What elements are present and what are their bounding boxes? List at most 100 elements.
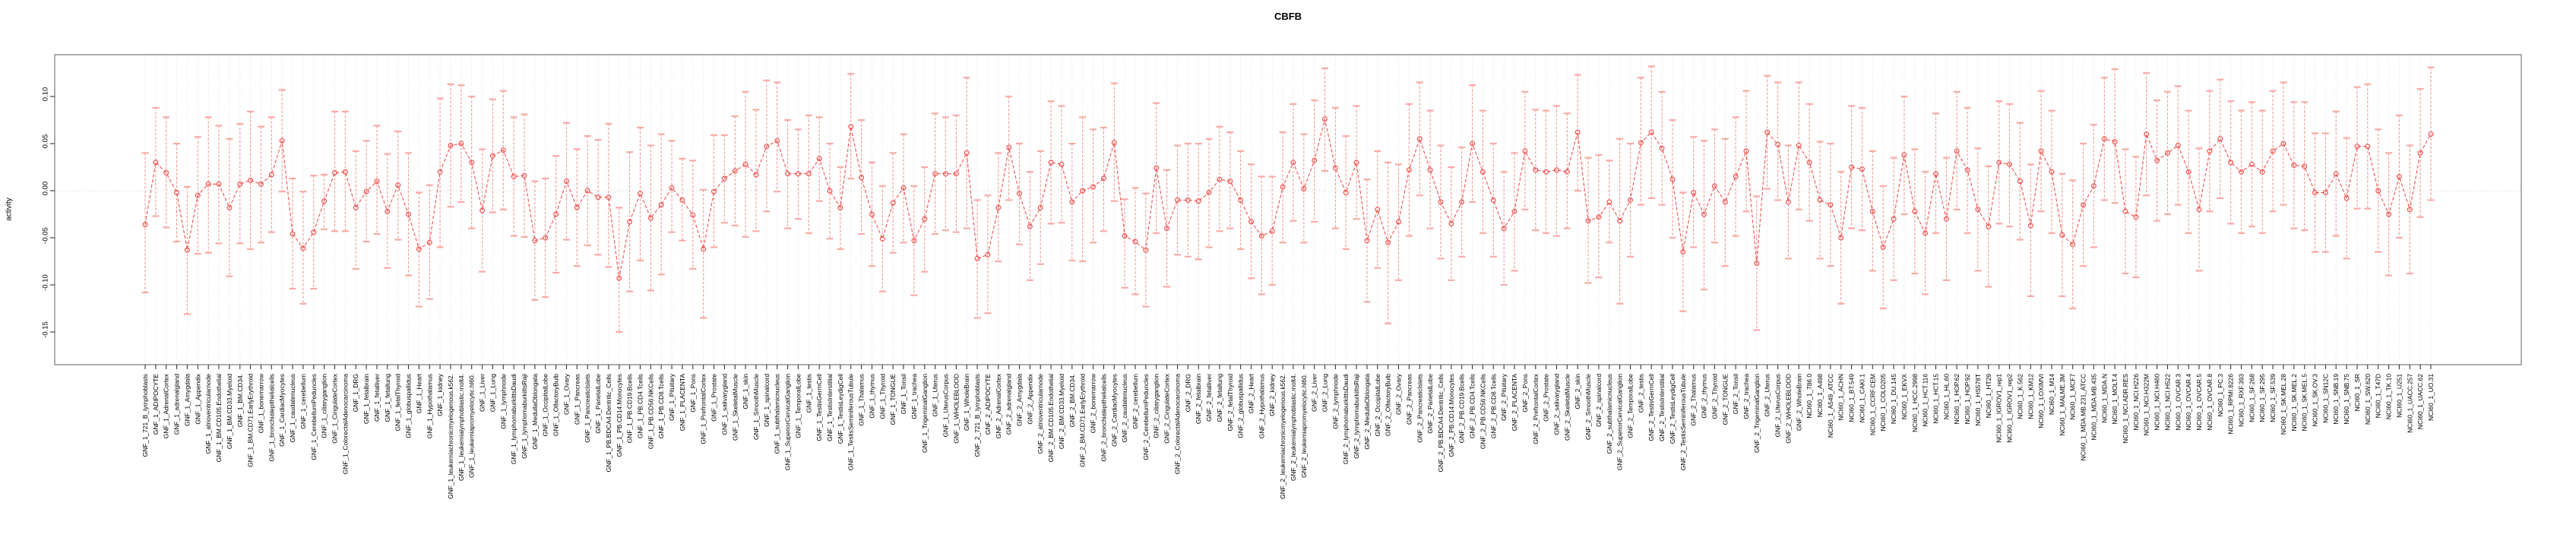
x-tick-label: GNF_2_AdrenalCortex bbox=[995, 373, 1002, 438]
x-tick-label: NCI60_1_HCC.2998 bbox=[1911, 374, 1919, 432]
x-tick-label: GNF_1_SmoothMuscle bbox=[752, 374, 760, 440]
x-tick-label: GNF_1_cerebellum bbox=[299, 374, 307, 429]
x-tick-label: GNF_1_fetalliver bbox=[373, 374, 381, 422]
x-tick-label: GNF_1_PB.BDCA4.Dentritic_Cells bbox=[605, 374, 612, 472]
x-tick-label: GNF_1_leukemialymphoblastic.molt4. bbox=[457, 374, 465, 481]
x-tick-label: NCI60_1_NCI.H322M bbox=[2143, 374, 2150, 435]
x-tick-label: GNF_1_Pituitary bbox=[668, 373, 676, 421]
x-tick-label: GNF_1_TestisGermCell bbox=[815, 374, 823, 441]
x-tick-label: NCI60_1_SF.295 bbox=[2258, 374, 2266, 422]
x-tick-label: NCI60_1_786.0 bbox=[1805, 374, 1813, 419]
x-tick-label: GNF_2_Pons bbox=[1521, 374, 1529, 413]
x-tick-label: GNF_2_SkeletalMuscle bbox=[1563, 374, 1571, 441]
x-tick-label: NCI60_1_DU.145 bbox=[1890, 374, 1897, 424]
x-tick-label: NCI60_1_NCI.H522 bbox=[2164, 374, 2172, 431]
x-tick-label: GNF_1_fetalThyroid bbox=[394, 374, 402, 432]
x-tick-label: GNF_1_PLACENTA bbox=[679, 374, 686, 432]
x-tick-label: NCI60_1_NCI.ADR.RES bbox=[2122, 374, 2129, 444]
x-tick-label: NCI60_1_OVCAR.4 bbox=[2185, 374, 2192, 431]
x-tick-label: GNF_1_OlfactoryBulb bbox=[552, 374, 560, 436]
x-tick-label: NCI60_1_MCF7 bbox=[2069, 374, 2077, 420]
x-tick-label: GNF_1_TestisSeminiferousTubule bbox=[847, 374, 855, 471]
x-tick-label: GNF_2_Pituitary bbox=[1500, 373, 1508, 421]
x-tick-label: GNF_2_PB.CD19.Bcells bbox=[1458, 374, 1466, 443]
x-tick-label: GNF_2_BM.CD33.Myeloid bbox=[1058, 374, 1065, 449]
x-tick-label: NCI60_1_RXF.393 bbox=[2238, 374, 2245, 427]
x-tick-label: GNF_1_Heart bbox=[415, 373, 422, 413]
x-tick-label: GNF_1_TemporalLobe bbox=[794, 374, 802, 438]
x-tick-label: GNF_1_TestisLeydigCell bbox=[837, 374, 844, 444]
x-tick-label: GNF_2_spinalcord bbox=[1595, 374, 1603, 427]
x-tick-label: GNF_2_CardiacMyocytes bbox=[1110, 374, 1118, 447]
x-tick-label: GNF_1_CardiacMyocytes bbox=[278, 374, 286, 447]
x-tick-label: NCI60_1_HS578T bbox=[1974, 374, 1982, 425]
x-tick-label: NCI60_1_OVCAR.8 bbox=[2206, 374, 2214, 431]
x-tick-label: GNF_2_leukemiachronicmyelogenous.k562. bbox=[1279, 374, 1286, 499]
x-tick-label: GNF_2_bonemarrow bbox=[1090, 373, 1097, 433]
x-tick-label: NCI60_1_SK.MEL.2 bbox=[2290, 374, 2298, 432]
x-tick-label: GNF_2_kidney bbox=[1268, 373, 1276, 416]
x-tick-label: NCI60_1_UACC.257 bbox=[2406, 374, 2413, 433]
x-tick-label: GNF_2_PrefrontalCortex bbox=[1532, 373, 1540, 444]
x-tick-label: GNF_2_OccipitalLobe bbox=[1374, 374, 1381, 437]
y-tick-label: -0.10 bbox=[42, 274, 50, 291]
x-tick-label: GNF_1_atrioventricularnode bbox=[204, 374, 212, 454]
x-tick-label: NCI60_1_HOP.92 bbox=[1964, 374, 1971, 425]
x-tick-label: GNF_2_Lung bbox=[1321, 374, 1329, 413]
x-tick-label: NCI60_1_HOP.62 bbox=[1953, 374, 1960, 425]
x-tick-label: GNF_2_thymus bbox=[1701, 374, 1708, 419]
x-tick-label: NCI60_1_LOXIMVI bbox=[2037, 374, 2045, 428]
x-tick-label: NCI60_1_BT.549 bbox=[1848, 374, 1856, 422]
x-tick-label: GNF_1_PB.CD19.Bcells bbox=[626, 374, 634, 443]
x-tick-label: GNF_2_skin bbox=[1574, 374, 1581, 409]
x-tick-label: GNF_1_lymphnode bbox=[499, 374, 507, 429]
x-tick-label: NCI60_1_ACHN bbox=[1837, 374, 1845, 420]
x-tick-label: NCI60_1_MDA.MB.231_ATCC bbox=[2080, 374, 2087, 460]
x-tick-label: GNF_1_AdrenalCortex bbox=[163, 373, 170, 438]
x-tick-label: GNF_2_PLACENTA bbox=[1511, 374, 1518, 432]
x-tick-label: GNF_1_testis bbox=[805, 374, 812, 413]
x-tick-label: NCI60_1_SR bbox=[2353, 374, 2361, 411]
x-tick-label: GNF_1_trachea bbox=[910, 374, 918, 419]
x-tick-label: GNF_2_PB.CD56.NKCells bbox=[1479, 374, 1486, 449]
y-axis: 0.10 0.05 0.00 -0.05 -0.10 -0.15 bbox=[42, 87, 55, 338]
x-tick-label: GNF_1_Pancreas bbox=[573, 374, 581, 425]
x-tick-label: GNF_2_BM.CD34. bbox=[1068, 374, 1076, 427]
x-tick-label: GNF_1_SuperiorCervicalGanglion bbox=[784, 374, 792, 470]
x-tick-label: GNF_1_lymphomaburkittsRaji bbox=[521, 374, 528, 459]
x-tick-label: GNF_2_UterusCorpus bbox=[1774, 374, 1782, 437]
x-tick-label: NCI60_1_SF.268 bbox=[2248, 374, 2255, 422]
x-tick-label: GNF_2_Tonsil bbox=[1732, 374, 1739, 414]
x-tick-label: NCI60_1_SK.MEL.5 bbox=[2301, 374, 2309, 432]
x-tick-label: GNF_1_PB.CD8.Tcells bbox=[657, 374, 665, 438]
x-tick-label: GNF_1_WHOLEBLOOD bbox=[952, 374, 960, 444]
x-tick-label: NCI60_1_HCT.116 bbox=[1922, 374, 1929, 427]
y-tick-label: 0.05 bbox=[42, 134, 50, 149]
x-tick-label: GNF_1_TrigeminalGanglion bbox=[921, 374, 929, 453]
x-tick-label: GNF_1_CerebellumPeduncles bbox=[310, 374, 318, 460]
x-tick-label: NCI60_1_MALME.3M bbox=[2059, 374, 2066, 435]
x-tick-label: GNF_2_TrigeminalGanglion bbox=[1753, 374, 1761, 453]
x-tick-label: GNF_2_PancreaticIslets bbox=[1416, 374, 1423, 443]
x-tick-label: NCI60_1_SNB.19 bbox=[2332, 374, 2340, 425]
x-tick-label: GNF_1_BM.CD34. bbox=[236, 374, 244, 427]
x-tick-label: GNF_2_Heart bbox=[1248, 373, 1255, 413]
x-tick-label: GNF_1_UterusCorpus bbox=[942, 374, 950, 437]
x-tick-label: GNF_1_subthalamicnucleus bbox=[774, 374, 781, 454]
x-tick-label: GNF_1_DRG bbox=[352, 374, 359, 412]
x-tick-label: GNF_2_TemporalLobe bbox=[1627, 374, 1635, 438]
x-tick-label: GNF_1_WholeBrain bbox=[963, 374, 970, 431]
x-axis: GNF_1_721_B_lymphoblasts GNF_1_ADIPOCYTE G… bbox=[141, 365, 2435, 499]
x-tick-label: GNF_1_OccipitalLobe bbox=[542, 374, 549, 437]
x-tick-label: NCI60_1_PC.3 bbox=[2217, 374, 2224, 417]
x-tick-label: GNF_1_PB.CD14.Monocytes bbox=[616, 374, 623, 457]
x-tick-label: GNF_1_globuspallidus bbox=[405, 374, 413, 438]
x-tick-label: GNF_2_PB.CD4.Tcells bbox=[1469, 374, 1476, 438]
x-tick-label: GNF_2_Ovary bbox=[1395, 373, 1403, 415]
x-tick-label: NCI60_1_HT29 bbox=[1985, 374, 1992, 419]
x-tick-label: GNF_1_leukemiapromyelocytic.hl60. bbox=[468, 374, 476, 478]
x-tick-label: GNF_2_Liver bbox=[1311, 374, 1318, 412]
chart-title: CBFB bbox=[1274, 11, 1302, 22]
x-tick-label: GNF_2_CingulateCortex bbox=[1163, 373, 1171, 444]
